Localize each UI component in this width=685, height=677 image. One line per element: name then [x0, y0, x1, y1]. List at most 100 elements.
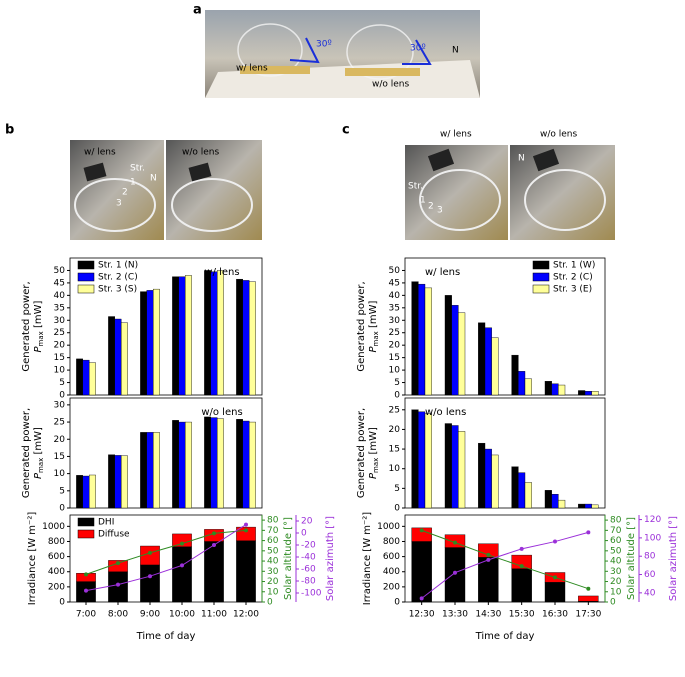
y2-tick-label: 70: [267, 526, 279, 536]
x-tick-label: 15:30: [509, 610, 535, 620]
y-tick-label: 15: [389, 445, 400, 455]
bar: [551, 494, 559, 509]
bar-segment: [108, 571, 128, 603]
bar: [184, 275, 192, 396]
y3-tick-label: 20: [301, 517, 313, 527]
photo-label: 30º: [410, 44, 426, 54]
y-tick-label: 600: [383, 552, 400, 562]
bar: [491, 337, 499, 396]
y-tick-label: 0: [394, 504, 400, 514]
bar-segment: [444, 547, 466, 603]
line-point: [148, 550, 152, 555]
y-tick-label: 35: [54, 303, 65, 313]
y-tick-label: 30: [54, 400, 66, 410]
photo-label: N: [150, 174, 157, 184]
line-point: [586, 586, 591, 591]
y2-tick-label: 20: [610, 577, 622, 587]
y-tick-label: 10: [54, 469, 66, 479]
line-point: [84, 588, 88, 593]
y-tick-label: 30: [54, 316, 66, 326]
y2-tick-label: 50: [610, 546, 622, 556]
bar: [544, 490, 552, 509]
bar: [120, 322, 128, 396]
line-series: [421, 531, 589, 599]
bar: [444, 295, 452, 396]
y-axis-label: Irradiance [W m⁻²]: [362, 512, 373, 606]
legend-swatch: [532, 260, 550, 270]
y-tick-label: 40: [54, 291, 66, 301]
y-axis-label: Irradiance [W m⁻²]: [27, 512, 38, 606]
bar: [444, 423, 452, 509]
legend-swatch: [77, 260, 95, 270]
y-axis-label: Generated power,: [356, 281, 367, 371]
y-axis-label: Pmax [mW]: [33, 427, 45, 479]
bar: [418, 411, 426, 509]
bar: [511, 466, 519, 509]
bar-segment: [511, 568, 532, 603]
bar: [578, 390, 586, 396]
photo-label: w/o lens: [372, 80, 410, 90]
bar: [152, 288, 160, 396]
line-point: [586, 530, 591, 535]
legend-label: Str. 3 (S): [98, 285, 137, 295]
panel-label: b: [5, 123, 14, 138]
legend-label: Str. 1 (N): [98, 261, 138, 271]
bar: [584, 503, 592, 509]
photo-c: [405, 145, 615, 240]
bar: [76, 475, 84, 509]
bar: [82, 475, 90, 509]
photo-label: 3: [116, 199, 122, 209]
y-axis-symbol: P: [33, 345, 44, 352]
y-tick-label: 15: [54, 353, 65, 363]
y2-tick-label: 60: [267, 536, 279, 546]
bar: [204, 270, 211, 396]
photo-label: w/o lens: [540, 130, 578, 140]
x-axis-label: Time of day: [475, 631, 535, 642]
photo-label: Str.: [130, 164, 145, 174]
annotation: w/o lens: [201, 407, 242, 418]
bar: [424, 287, 432, 396]
bar: [524, 378, 532, 396]
x-tick-label: 12:00: [233, 610, 259, 620]
bar: [411, 281, 419, 396]
bar: [146, 432, 154, 509]
x-tick-label: 13:30: [442, 610, 468, 620]
legend-swatch: [77, 517, 95, 527]
bar: [451, 425, 459, 509]
bar: [140, 291, 147, 396]
y-tick-label: 400: [383, 567, 400, 577]
y2-tick-label: 80: [267, 516, 279, 526]
photo-b: [70, 140, 262, 240]
y2-tick-label: 40: [267, 557, 279, 567]
y2-tick-label: 50: [267, 546, 279, 556]
y-tick-label: 800: [383, 537, 400, 547]
bar: [518, 371, 526, 396]
photo-label: 1: [130, 178, 136, 188]
bar: [511, 354, 519, 396]
bar: [248, 281, 256, 396]
bar: [236, 419, 243, 509]
bar: [418, 283, 426, 396]
y-tick-label: 5: [394, 378, 400, 388]
bar: [88, 362, 96, 396]
line-point: [553, 539, 557, 544]
photo-label: w/ lens: [440, 130, 472, 140]
bar: [424, 413, 432, 509]
plot-frame: [404, 514, 606, 603]
line-point: [519, 546, 524, 551]
y-tick-label: 10: [54, 366, 66, 376]
y-tick-label: 10: [389, 464, 401, 474]
y-tick-label: 0: [394, 598, 400, 608]
x-tick-label: 14:30: [475, 610, 501, 620]
bar: [524, 482, 532, 509]
y-tick-label: 5: [394, 484, 400, 494]
plot-frame: [404, 257, 606, 396]
legend-swatch: [77, 272, 95, 282]
y-tick-label: 25: [389, 328, 400, 338]
y-tick-label: 45: [389, 278, 400, 288]
bar: [216, 418, 224, 509]
x-tick-label: 11:00: [201, 610, 227, 620]
x-tick-label: 10:00: [169, 610, 195, 620]
y3-tick-label: -20: [301, 541, 316, 551]
y-tick-label: 600: [48, 552, 65, 562]
